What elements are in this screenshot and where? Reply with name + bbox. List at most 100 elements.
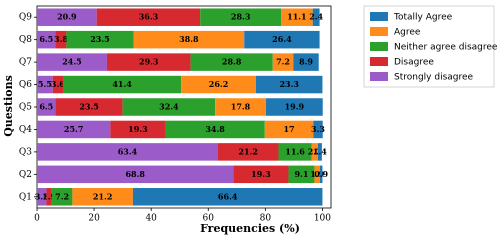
value-label: 20.9	[57, 12, 77, 22]
bar-segment	[265, 98, 323, 116]
value-label: 0.9	[314, 169, 328, 179]
value-label: 24.5	[62, 57, 81, 67]
x-tick-label: 100	[314, 214, 331, 224]
x-tick-label: 20	[88, 214, 100, 224]
legend-label: Agree	[394, 28, 421, 38]
value-label: 6.5	[39, 34, 53, 44]
value-label: 2.2	[308, 146, 322, 156]
value-label: 21.2	[238, 146, 257, 156]
value-label: 28.3	[231, 12, 251, 22]
bar-segment	[181, 75, 256, 94]
value-label: 23.5	[79, 102, 98, 112]
bar-segment	[272, 53, 294, 71]
bar-segment	[215, 98, 266, 116]
value-label: 19.3	[251, 169, 271, 179]
bar-segment	[55, 30, 67, 49]
value-label: 32.4	[159, 102, 179, 112]
value-label: 5.5	[38, 79, 52, 89]
value-label: 38.8	[179, 34, 199, 44]
x-tick-label: 60	[203, 214, 215, 224]
legend-swatch	[370, 57, 388, 66]
y-tick-label: Q7	[19, 58, 32, 68]
bar-segment	[314, 165, 320, 184]
x-tick-label: 40	[145, 214, 157, 224]
value-label: 1.9	[42, 191, 56, 201]
bar-segment	[110, 120, 166, 139]
y-tick-label: Q4	[19, 125, 32, 135]
value-label: 23.3	[279, 79, 299, 89]
value-label: 1.4	[313, 146, 327, 156]
bar-segment	[122, 98, 216, 116]
bar-segment	[37, 165, 234, 184]
legend-label: Strongly disagree	[394, 73, 474, 83]
value-label: 21.2	[93, 191, 112, 201]
value-label: 3.3	[311, 124, 325, 134]
bar-segment	[37, 53, 107, 71]
bar-segment	[319, 165, 323, 184]
bar-segment	[311, 143, 318, 161]
y-axis-label: Questions	[2, 75, 15, 137]
bar-segment	[37, 120, 111, 139]
bar-segment	[264, 120, 314, 139]
value-label: 19.3	[128, 124, 148, 134]
legend-swatch	[370, 27, 388, 36]
bar-segment	[106, 53, 191, 71]
value-label: 41.4	[112, 79, 132, 89]
bar-segment	[72, 188, 133, 206]
bar-segment	[37, 75, 53, 94]
x-tick-label: 0	[34, 214, 40, 224]
value-label: 8.9	[299, 57, 313, 67]
bar-segment	[255, 75, 323, 94]
value-label: 66.4	[218, 191, 238, 201]
y-tick-label: Q5	[19, 103, 32, 113]
value-label: 3.6	[51, 79, 65, 89]
value-label: 63.4	[118, 146, 138, 156]
bar-segment	[244, 30, 320, 49]
value-label: 34.8	[205, 124, 225, 134]
value-label: 9.1	[294, 169, 308, 179]
bar-segment	[51, 188, 73, 206]
y-tick-label: Q9	[19, 13, 32, 23]
bar-segment	[190, 53, 273, 71]
bar-segment	[217, 143, 279, 161]
bar-segment	[55, 98, 123, 116]
value-label: 3.3	[35, 191, 49, 201]
bar-segment	[317, 143, 322, 161]
bar-segment	[37, 98, 56, 116]
value-label: 29.3	[139, 57, 159, 67]
value-label: 17	[283, 124, 294, 134]
bar-segment	[312, 8, 320, 26]
bar-segment	[133, 30, 245, 49]
bar-segment	[132, 188, 323, 206]
y-tick-label: Q3	[19, 147, 32, 157]
legend-swatch	[370, 72, 388, 81]
value-label: 3.8	[54, 34, 68, 44]
bar-segment	[62, 75, 182, 94]
x-tick-label: 80	[260, 214, 272, 224]
y-tick-label: Q2	[19, 170, 32, 180]
value-label: 23.5	[90, 34, 109, 44]
value-label: 11.6	[285, 146, 305, 156]
value-label: 28.8	[222, 57, 242, 67]
bar-segment	[37, 143, 218, 161]
legend-swatch	[370, 12, 388, 21]
x-axis-label: Frequencies (%)	[200, 222, 300, 235]
value-label: 2.4	[309, 12, 323, 22]
y-tick-label: Q8	[19, 35, 32, 45]
bar-segment	[37, 8, 97, 26]
value-label: 26.4	[272, 34, 292, 44]
legend-label: Neither agree disagree	[394, 43, 498, 53]
bar-segment	[37, 188, 47, 206]
value-label: 6.5	[39, 102, 53, 112]
bar-segment	[46, 188, 52, 206]
bar-segment	[37, 30, 56, 49]
bar-segment	[66, 30, 134, 49]
legend-label: Totally Agree	[393, 13, 453, 23]
value-label: 17.8	[231, 102, 251, 112]
bar-segment	[281, 8, 313, 26]
bar-segment	[52, 75, 63, 94]
value-label: 11.1	[287, 12, 306, 22]
value-label: 25.7	[64, 124, 83, 134]
bar-segment	[200, 8, 282, 26]
